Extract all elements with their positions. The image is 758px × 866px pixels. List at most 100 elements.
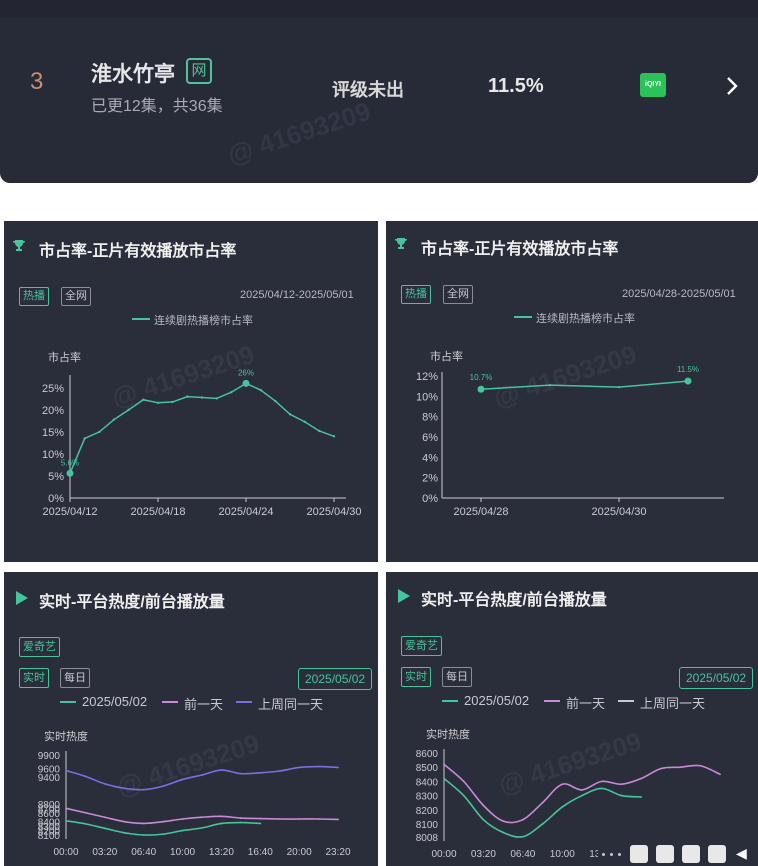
data-point (462, 780, 465, 783)
data-point (581, 788, 583, 791)
y-tick-label: 10% (416, 391, 438, 403)
tag-realtime[interactable]: 实时 (401, 667, 431, 687)
data-point (298, 766, 301, 769)
x-tick-label: 2025/04/30 (591, 506, 646, 518)
date-picker[interactable]: 2025/05/02 (679, 667, 754, 689)
legend-label-prev-day[interactable]: 前一天 (566, 696, 606, 711)
data-point (521, 835, 524, 838)
data-point (215, 397, 218, 400)
tag-daily[interactable]: 每日 (442, 667, 472, 687)
panel-title: 市占率-正片有效播放市占率 (39, 243, 237, 260)
highlight-point (66, 469, 74, 477)
data-point (259, 388, 262, 392)
tag-all-network[interactable]: 全网 (443, 285, 473, 304)
trophy-icon (12, 239, 26, 258)
legend-swatch-prev-day (544, 700, 560, 702)
x-tick-label: 20:00 (287, 847, 312, 858)
legend-swatch-today (60, 701, 76, 703)
data-point (502, 831, 505, 834)
data-point (123, 787, 126, 790)
episode-count: 已更12集，共36集 (91, 98, 223, 115)
x-tick-label: 10:00 (170, 847, 195, 858)
data-point (239, 821, 242, 824)
legend-label-prev-day[interactable]: 前一天 (184, 697, 224, 712)
drama-rank-card[interactable]: 3 淮水竹亭 网 已更12集，共36集 评级未出 11.5% iQIYI @ 4… (0, 0, 758, 183)
data-point (200, 396, 204, 399)
x-tick-label: 03:20 (92, 847, 117, 858)
data-point (259, 822, 262, 825)
legend-swatch-prev-day (162, 701, 178, 703)
panel-title: 市占率-正片有效播放市占率 (421, 241, 619, 258)
play-icon (15, 590, 29, 611)
y-tick-label: 9600 (38, 764, 61, 775)
legend-swatch (514, 316, 532, 318)
data-point (142, 788, 145, 791)
date-picker[interactable]: 2025/05/02 (298, 668, 373, 690)
y-tick-label: 8600 (38, 809, 61, 820)
x-tick-label: 2025/04/28 (453, 506, 508, 518)
y-tick-label: 0% (48, 493, 64, 505)
watermark: @ 41693209 (223, 95, 375, 171)
tag-hot[interactable]: 热播 (19, 287, 49, 306)
y-tick-label: 4% (422, 452, 438, 464)
data-point (84, 822, 87, 825)
dot-icon (602, 853, 605, 856)
legend-label-last-week[interactable]: 上周同一天 (258, 697, 324, 712)
more-arrow-icon[interactable]: ◀ (736, 845, 747, 861)
chevron-right-icon[interactable] (724, 74, 740, 103)
y-tick-label: 8400 (416, 777, 439, 788)
y-tick-label: 8500 (416, 763, 439, 774)
data-point (617, 385, 621, 389)
tag-hot[interactable]: 热播 (401, 285, 431, 304)
data-point (482, 804, 485, 807)
y-tick-label: 2% (422, 473, 438, 485)
data-point (181, 829, 184, 832)
data-point (127, 408, 130, 412)
y-tick-label: 8400 (38, 818, 61, 829)
platform-tag[interactable]: 爱奇艺 (401, 636, 442, 656)
y-tick-label: 8300 (416, 792, 439, 803)
tag-daily[interactable]: 每日 (60, 668, 90, 688)
x-tick-label: 2025/04/12 (42, 506, 97, 518)
share-icon[interactable] (656, 845, 674, 863)
tag-all-network[interactable]: 全网 (61, 287, 91, 306)
legend-label[interactable]: 连续剧热播榜市占率 (536, 313, 635, 325)
y-tick-label: 9400 (38, 773, 61, 784)
data-point (318, 429, 321, 433)
data-point (482, 818, 485, 821)
market-share-value: 11.5% (488, 75, 544, 97)
data-point (142, 398, 145, 401)
legend-label[interactable]: 连续剧热播榜市占率 (154, 315, 253, 327)
favorite-icon[interactable] (708, 845, 726, 863)
y-tick-label: 25% (42, 383, 64, 395)
data-point (541, 823, 544, 825)
tag-realtime[interactable]: 实时 (19, 668, 49, 688)
legend-swatch-today (442, 700, 458, 702)
like-icon[interactable] (682, 845, 700, 863)
data-point (103, 816, 106, 819)
data-point (317, 818, 320, 820)
data-point (541, 801, 544, 804)
y-tick-label: 8700 (38, 804, 61, 815)
data-point (201, 816, 203, 819)
market-share-panel-right: 市占率-正片有效播放市占率 热播 全网 2025/04/28-2025/05/0… (386, 221, 758, 562)
market-share-panel-left: 市占率-正片有效播放市占率 热播 全网 2025/04/12-2025/05/0… (4, 221, 378, 562)
y-tick-label: 8800 (38, 800, 61, 811)
data-point (679, 766, 682, 769)
legend-label-last-week[interactable]: 上周同一天 (640, 696, 706, 711)
y-tick-label: 20% (42, 405, 64, 417)
y-axis-title: 市占率 (430, 351, 463, 363)
comment-icon[interactable] (630, 845, 648, 863)
data-point (84, 811, 87, 814)
data-point (332, 435, 336, 438)
data-label: 5.6% (61, 458, 79, 467)
legend-label-today[interactable]: 2025/05/02 (82, 694, 148, 709)
legend-label-today[interactable]: 2025/05/02 (464, 693, 530, 708)
data-point (600, 787, 603, 790)
web-drama-badge: 网 (186, 58, 212, 84)
data-point (103, 782, 106, 785)
x-tick-label: 23:20 (325, 847, 350, 858)
data-point (548, 383, 552, 387)
platform-tag[interactable]: 爱奇艺 (19, 637, 60, 657)
x-tick-label: 2025/04/24 (218, 506, 273, 518)
